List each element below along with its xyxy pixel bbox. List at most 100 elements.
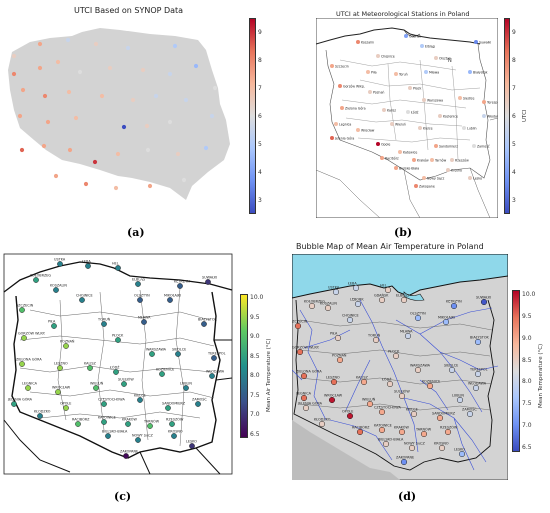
colorbar-tick: 5	[512, 140, 516, 148]
colorbar-tick: 10.0	[522, 290, 536, 298]
station-label: Nowy Sącz	[427, 177, 445, 181]
station-marker	[37, 41, 43, 47]
station-marker	[37, 65, 43, 71]
station-marker	[332, 288, 340, 296]
panel-b-map: N Koszalin Gdańsk Suwałki Szczecin Chojnice E…	[316, 18, 498, 218]
station-marker	[209, 373, 215, 379]
station-label: USTKA	[54, 258, 66, 262]
station-marker	[115, 151, 121, 157]
station-marker	[384, 286, 392, 294]
station-marker	[392, 352, 400, 360]
rivers-d	[292, 299, 499, 471]
station-marker	[386, 380, 394, 388]
station-label: MIKOŁAJKI	[438, 316, 455, 320]
station-marker	[300, 372, 308, 380]
station-label: Tarnów	[434, 159, 447, 163]
station-marker	[169, 421, 175, 427]
station-marker	[25, 385, 31, 391]
station-label: SULEJÓW	[394, 389, 410, 394]
station-label: KŁODZKO	[34, 410, 51, 414]
station-marker	[87, 365, 93, 371]
station-label: LESZNO	[326, 376, 340, 380]
panel-a-label: (a)	[127, 226, 145, 239]
station-marker	[167, 297, 173, 303]
station-marker	[430, 158, 434, 162]
station-marker	[45, 119, 51, 125]
station-marker	[189, 443, 195, 449]
station-label: KALISZ	[84, 362, 97, 366]
colorbar-tick: 5	[258, 140, 262, 148]
station-marker	[140, 67, 146, 73]
station-marker	[400, 296, 408, 304]
station-label: MŁAWA	[138, 316, 151, 320]
station-marker	[474, 338, 482, 346]
station-marker	[448, 366, 456, 374]
colorbar-tick: 7	[512, 84, 516, 92]
station-label: KOSZALIN	[320, 302, 337, 306]
station-label: Toruń	[398, 73, 408, 77]
station-label: Opole	[381, 143, 390, 147]
station-marker	[360, 378, 368, 386]
station-marker	[183, 97, 189, 103]
station-label: SZCZECIN	[292, 320, 308, 324]
station-label: SZCZECIN	[16, 304, 34, 308]
station-marker	[107, 65, 113, 71]
station-label: CHOJNICE	[76, 294, 93, 298]
station-label: Suwałki	[479, 41, 491, 45]
colorbar-tick: 6	[258, 112, 262, 120]
panel-c-map: USTKA ŁEBA HEL KOŁOBRZEG KOSZALIN SUWAŁKI ELBL…	[3, 253, 233, 475]
station-marker	[398, 428, 406, 436]
station-label: KRAKÓW	[394, 425, 409, 430]
station-label: Olsztyn	[439, 57, 451, 61]
station-marker	[63, 343, 69, 349]
station-marker	[482, 114, 486, 118]
station-marker	[101, 321, 107, 327]
station-marker	[472, 384, 480, 392]
station-label: CZĘSTOCHOWA	[374, 406, 401, 410]
colorbar-tick: 7	[258, 84, 262, 92]
station-label: ZAMOŚĆ	[462, 407, 477, 412]
station-marker	[193, 63, 199, 69]
station-marker	[17, 113, 23, 119]
station-marker	[436, 414, 444, 422]
colorbar-tick: 9	[512, 28, 516, 36]
station-label: POZNAŃ	[60, 339, 75, 344]
station-label: KOZIENICE	[422, 380, 440, 384]
station-marker	[378, 296, 386, 304]
station-marker	[77, 69, 83, 75]
compass-marker-b: N	[448, 58, 452, 64]
panel-d-colorbar-label: Mean Temperature (°C)	[538, 343, 544, 408]
station-marker	[414, 184, 418, 188]
station-marker	[20, 87, 26, 93]
station-label: CHOJNICE	[342, 314, 359, 318]
station-marker	[366, 400, 374, 408]
station-label: Białystok	[473, 71, 488, 75]
station-label: LESKO	[186, 440, 197, 444]
station-label: Piła	[371, 71, 377, 75]
station-marker	[75, 421, 81, 427]
station-marker	[414, 366, 422, 374]
station-label: KĘTRZYN	[446, 300, 462, 304]
panel-d-label: (d)	[398, 490, 417, 503]
station-marker	[92, 159, 98, 165]
station-marker	[334, 122, 338, 126]
station-marker	[145, 147, 151, 153]
colorbar-tick: 9	[258, 28, 262, 36]
station-label: Kozienice	[443, 115, 458, 119]
station-label: Poznań	[373, 91, 384, 95]
station-label: GORZÓW WLKP.	[292, 345, 319, 350]
station-marker	[408, 86, 412, 90]
station-label: TORUŃ	[367, 333, 381, 338]
station-marker	[450, 302, 458, 310]
colorbar-tick: 8.5	[522, 356, 532, 364]
colorbar-tick: 8	[512, 56, 516, 64]
station-label: SANDOMIERZ	[432, 412, 456, 416]
station-label: RZESZÓW	[440, 425, 458, 430]
station-label: Kielce	[423, 127, 433, 131]
station-label: OLSZTYN	[134, 294, 150, 298]
station-label: KĘTRZYN	[174, 280, 190, 284]
station-marker	[165, 405, 171, 411]
station-label: WARSZAWA	[410, 364, 431, 368]
station-label: ŁÓDŹ	[381, 377, 392, 382]
station-marker	[404, 34, 408, 38]
